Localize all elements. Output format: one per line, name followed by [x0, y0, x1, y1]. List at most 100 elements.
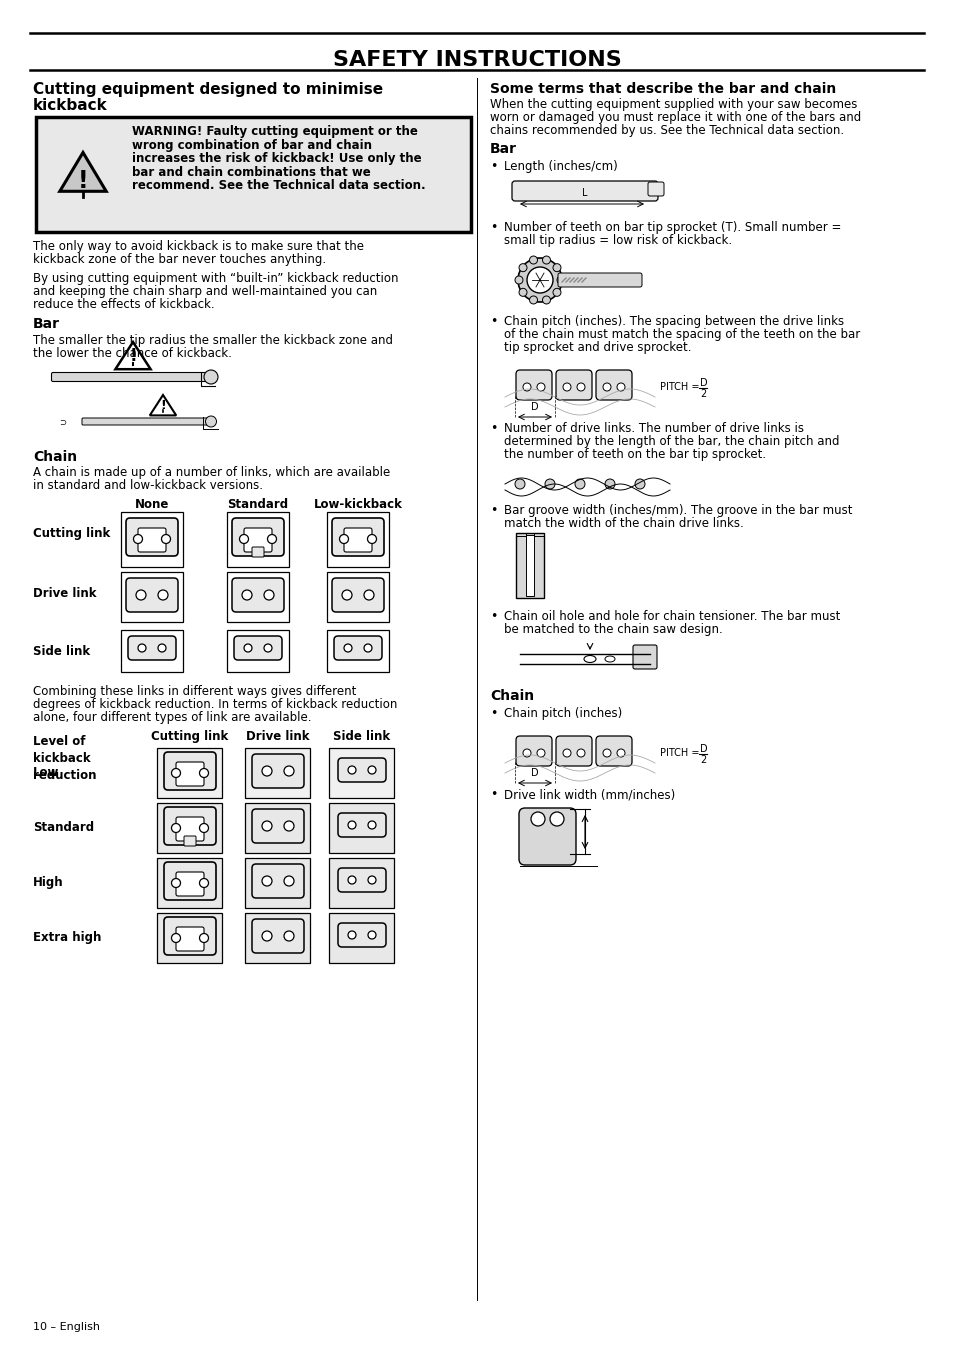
FancyBboxPatch shape — [596, 370, 631, 400]
Text: Side link: Side link — [33, 644, 90, 658]
Text: Side link: Side link — [334, 730, 390, 743]
Circle shape — [537, 382, 544, 390]
Circle shape — [368, 821, 375, 830]
Circle shape — [133, 535, 142, 543]
Text: the lower the chance of kickback.: the lower the chance of kickback. — [33, 347, 232, 359]
FancyBboxPatch shape — [175, 762, 204, 786]
Text: Chain pitch (inches). The spacing between the drive links: Chain pitch (inches). The spacing betwee… — [503, 315, 843, 328]
Circle shape — [553, 263, 560, 272]
Circle shape — [531, 812, 544, 825]
Text: degrees of kickback reduction. In terms of kickback reduction: degrees of kickback reduction. In terms … — [33, 698, 397, 711]
Text: Chain: Chain — [33, 450, 77, 463]
FancyBboxPatch shape — [227, 512, 289, 567]
FancyBboxPatch shape — [233, 636, 282, 661]
Text: Number of teeth on bar tip sprocket (T). Small number =: Number of teeth on bar tip sprocket (T).… — [503, 222, 841, 234]
Text: SAFETY INSTRUCTIONS: SAFETY INSTRUCTIONS — [333, 50, 620, 70]
Text: recommend. See the Technical data section.: recommend. See the Technical data sectio… — [132, 178, 425, 192]
Text: chains recommended by us. See the Technical data section.: chains recommended by us. See the Techni… — [490, 124, 843, 136]
Text: Cutting link: Cutting link — [152, 730, 229, 743]
Text: D: D — [700, 744, 707, 754]
Polygon shape — [150, 394, 176, 415]
Circle shape — [518, 288, 526, 296]
Circle shape — [264, 644, 272, 653]
Circle shape — [617, 748, 624, 757]
FancyBboxPatch shape — [164, 917, 215, 955]
FancyBboxPatch shape — [516, 736, 552, 766]
FancyBboxPatch shape — [121, 571, 183, 621]
Text: and keeping the chain sharp and well-maintained you can: and keeping the chain sharp and well-mai… — [33, 285, 376, 299]
Text: Drive link: Drive link — [246, 730, 310, 743]
Text: •: • — [490, 611, 497, 623]
FancyBboxPatch shape — [518, 808, 576, 865]
Circle shape — [138, 644, 146, 653]
FancyBboxPatch shape — [512, 181, 658, 201]
Circle shape — [617, 382, 624, 390]
FancyBboxPatch shape — [121, 512, 183, 567]
Text: •: • — [490, 422, 497, 435]
Text: D: D — [531, 767, 538, 778]
FancyBboxPatch shape — [232, 517, 284, 557]
Circle shape — [284, 766, 294, 775]
Text: !: ! — [77, 169, 89, 192]
Circle shape — [348, 931, 355, 939]
FancyBboxPatch shape — [252, 809, 304, 843]
Circle shape — [199, 769, 209, 777]
Text: Length (inches/cm): Length (inches/cm) — [503, 159, 618, 173]
Circle shape — [172, 934, 180, 943]
Circle shape — [602, 748, 610, 757]
Circle shape — [348, 875, 355, 884]
FancyBboxPatch shape — [337, 758, 386, 782]
Text: bar and chain combinations that we: bar and chain combinations that we — [132, 166, 371, 178]
Circle shape — [529, 257, 537, 263]
Text: wrong combination of bar and chain: wrong combination of bar and chain — [132, 139, 372, 151]
Circle shape — [264, 590, 274, 600]
FancyBboxPatch shape — [157, 913, 222, 963]
FancyBboxPatch shape — [244, 528, 272, 553]
Circle shape — [575, 480, 584, 489]
Circle shape — [244, 644, 252, 653]
Text: Chain pitch (inches): Chain pitch (inches) — [503, 707, 621, 720]
Circle shape — [562, 748, 571, 757]
Text: PITCH =: PITCH = — [659, 382, 702, 392]
Circle shape — [368, 766, 375, 774]
Text: High: High — [33, 875, 64, 889]
Circle shape — [284, 875, 294, 886]
Text: match the width of the chain drive links.: match the width of the chain drive links… — [503, 517, 743, 530]
Ellipse shape — [583, 655, 596, 662]
Text: PITCH =: PITCH = — [659, 748, 702, 758]
Circle shape — [515, 480, 524, 489]
Text: Cutting equipment designed to minimise: Cutting equipment designed to minimise — [33, 82, 383, 97]
Text: the number of teeth on the bar tip sprocket.: the number of teeth on the bar tip sproc… — [503, 449, 765, 461]
Circle shape — [602, 382, 610, 390]
FancyBboxPatch shape — [245, 913, 310, 963]
FancyBboxPatch shape — [245, 858, 310, 908]
Circle shape — [344, 644, 352, 653]
Text: kickback: kickback — [33, 99, 108, 113]
Text: !: ! — [129, 347, 136, 365]
Circle shape — [544, 480, 555, 489]
FancyBboxPatch shape — [556, 736, 592, 766]
Circle shape — [367, 535, 376, 543]
Text: •: • — [490, 707, 497, 720]
Circle shape — [364, 590, 374, 600]
Circle shape — [172, 769, 180, 777]
Circle shape — [205, 416, 216, 427]
Circle shape — [136, 590, 146, 600]
Text: Bar groove width (inches/mm). The groove in the bar must: Bar groove width (inches/mm). The groove… — [503, 504, 852, 517]
Text: determined by the length of the bar, the chain pitch and: determined by the length of the bar, the… — [503, 435, 839, 449]
Text: Some terms that describe the bar and chain: Some terms that describe the bar and cha… — [490, 82, 836, 96]
Circle shape — [158, 590, 168, 600]
Circle shape — [267, 535, 276, 543]
Circle shape — [172, 824, 180, 832]
Circle shape — [529, 296, 537, 304]
Text: small tip radius = low risk of kickback.: small tip radius = low risk of kickback. — [503, 234, 731, 247]
Circle shape — [262, 931, 272, 942]
Circle shape — [550, 812, 563, 825]
Circle shape — [262, 821, 272, 831]
Text: A chain is made up of a number of links, which are available: A chain is made up of a number of links,… — [33, 466, 390, 480]
Text: None: None — [134, 499, 169, 511]
Circle shape — [284, 931, 294, 942]
Text: in standard and low-kickback versions.: in standard and low-kickback versions. — [33, 480, 263, 492]
Polygon shape — [60, 153, 106, 192]
Text: •: • — [490, 315, 497, 328]
